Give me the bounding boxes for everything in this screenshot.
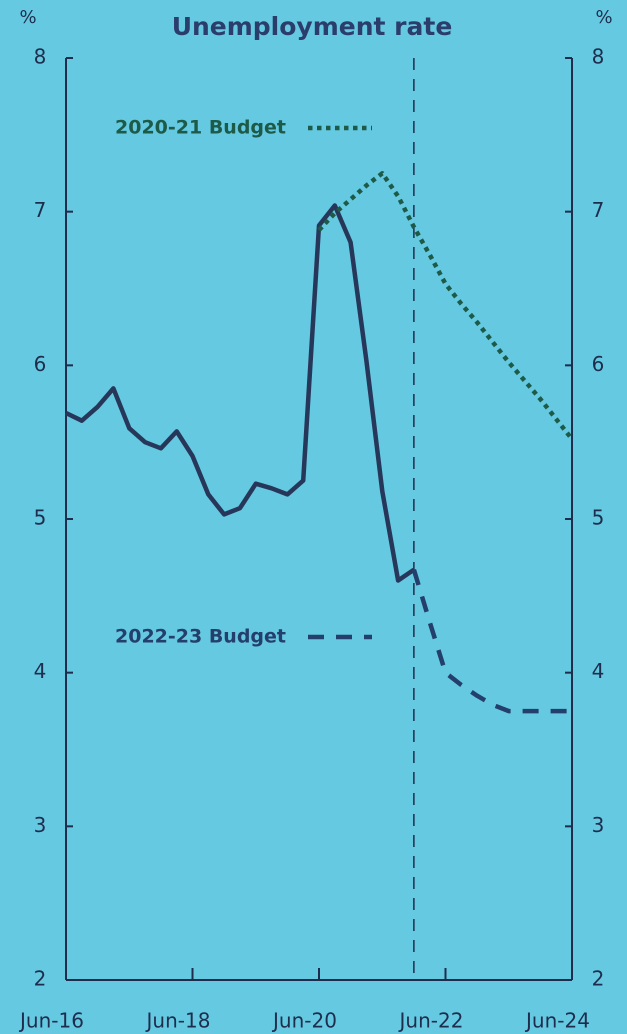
y2-tick-label: 5 [592, 506, 605, 530]
legend-label: 2020-21 Budget [115, 117, 286, 139]
y-tick-label: 5 [34, 506, 47, 530]
chart-title: Unemployment rate [172, 12, 453, 41]
series-line [65, 203, 416, 583]
y2-tick-label: 2 [592, 967, 605, 991]
x-tick-label: Jun-22 [398, 1009, 464, 1033]
x-tick-label: Jun-18 [145, 1009, 211, 1033]
x-tick-label: Jun-24 [524, 1009, 590, 1033]
x-tick-label: Jun-16 [18, 1009, 84, 1033]
y-tick-label: 2 [34, 967, 47, 991]
legend-label: 2022-23 Budget [115, 626, 286, 648]
y2-tick-label: 7 [592, 198, 605, 222]
y2-tick-label: 8 [592, 45, 605, 69]
y2-axis-unit: % [595, 7, 612, 28]
series-line [411, 569, 572, 714]
y-tick-label: 8 [34, 45, 47, 69]
y2-tick-label: 6 [592, 352, 605, 376]
series-line [317, 171, 574, 441]
y-tick-label: 7 [34, 198, 47, 222]
x-tick-label: Jun-20 [271, 1009, 337, 1033]
y-axis-unit: % [19, 7, 36, 28]
y2-tick-label: 3 [592, 813, 605, 837]
y2-tick-label: 4 [592, 659, 605, 683]
y-tick-label: 3 [34, 813, 47, 837]
y-tick-label: 6 [34, 352, 47, 376]
y-tick-label: 4 [34, 659, 47, 683]
